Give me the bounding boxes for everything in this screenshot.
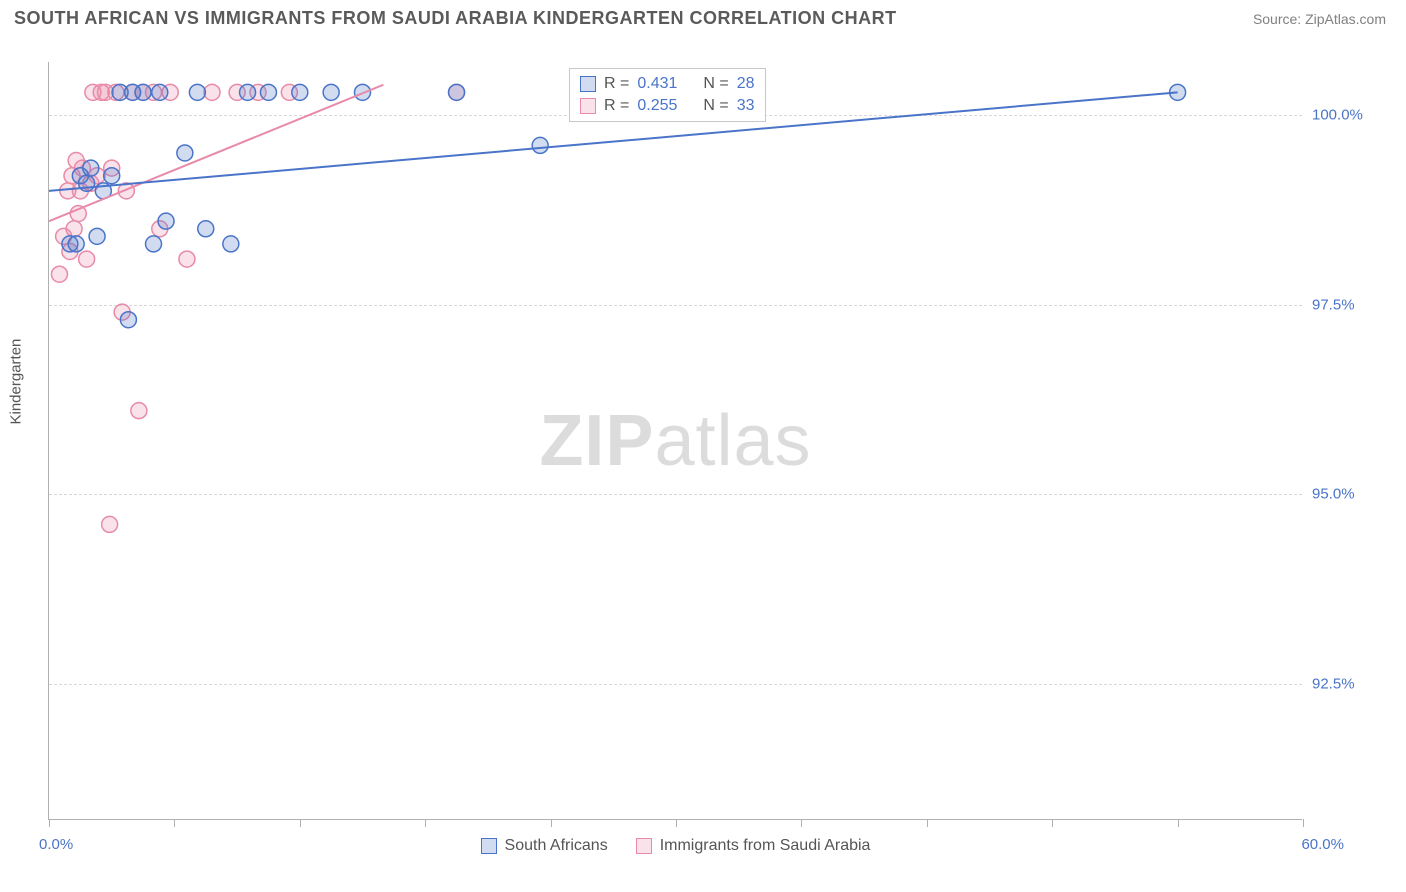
- chart-source: Source: ZipAtlas.com: [1253, 11, 1386, 27]
- data-point: [223, 236, 239, 252]
- x-tick: [174, 819, 175, 827]
- bottom-legend-label: Immigrants from Saudi Arabia: [660, 837, 871, 855]
- legend-stats-row: R = 0.431 N = 28: [580, 73, 755, 95]
- y-tick-label: 100.0%: [1312, 107, 1392, 124]
- legend-n-label: N =: [703, 75, 728, 93]
- legend-n-value: 28: [737, 75, 755, 93]
- y-tick-label: 92.5%: [1312, 675, 1392, 692]
- data-point: [449, 84, 465, 100]
- y-axis-title: Kindergarten: [8, 339, 25, 425]
- legend-r-value: 0.431: [637, 75, 677, 93]
- legend-r-label: R =: [604, 75, 629, 93]
- y-tick-label: 95.0%: [1312, 486, 1392, 503]
- data-point: [104, 168, 120, 184]
- legend-swatch: [481, 838, 497, 854]
- bottom-legend-label: South Africans: [505, 837, 608, 855]
- bottom-legend-item: Immigrants from Saudi Arabia: [636, 837, 871, 855]
- chart-title: SOUTH AFRICAN VS IMMIGRANTS FROM SAUDI A…: [14, 8, 897, 29]
- data-point: [323, 84, 339, 100]
- legend-swatch: [580, 98, 596, 114]
- x-tick: [49, 819, 50, 827]
- x-tick: [300, 819, 301, 827]
- chart-plot-area: ZIPatlas 100.0%97.5%95.0%92.5% 0.0% 60.0…: [48, 62, 1302, 820]
- regression-line: [49, 85, 383, 221]
- x-axis-max-label: 60.0%: [1301, 836, 1344, 853]
- data-point: [240, 84, 256, 100]
- data-point: [83, 160, 99, 176]
- data-point: [131, 403, 147, 419]
- x-tick: [551, 819, 552, 827]
- data-point: [66, 221, 82, 237]
- data-point: [260, 84, 276, 100]
- data-point: [179, 251, 195, 267]
- legend-stats-row: R = 0.255 N = 33: [580, 95, 755, 117]
- legend-swatch: [636, 838, 652, 854]
- data-point: [532, 137, 548, 153]
- data-point: [120, 312, 136, 328]
- chart-header: SOUTH AFRICAN VS IMMIGRANTS FROM SAUDI A…: [0, 0, 1406, 33]
- data-point: [204, 84, 220, 100]
- bottom-legend: South Africans Immigrants from Saudi Arab…: [49, 837, 1302, 855]
- data-point: [177, 145, 193, 161]
- x-tick: [425, 819, 426, 827]
- y-tick-label: 97.5%: [1312, 296, 1392, 313]
- data-point: [51, 266, 67, 282]
- data-point: [102, 516, 118, 532]
- data-point: [292, 84, 308, 100]
- data-point: [158, 213, 174, 229]
- data-point: [146, 236, 162, 252]
- data-point: [89, 228, 105, 244]
- legend-n-label: N =: [703, 97, 728, 115]
- x-tick: [1178, 819, 1179, 827]
- legend-n-value: 33: [737, 97, 755, 115]
- legend-stats-box: R = 0.431 N = 28 R = 0.255 N = 33: [569, 68, 766, 122]
- data-point: [198, 221, 214, 237]
- legend-r-label: R =: [604, 97, 629, 115]
- x-tick: [801, 819, 802, 827]
- data-point: [68, 236, 84, 252]
- legend-r-value: 0.255: [637, 97, 677, 115]
- data-point: [152, 84, 168, 100]
- data-point: [79, 251, 95, 267]
- x-tick: [927, 819, 928, 827]
- x-tick: [1052, 819, 1053, 827]
- data-point: [189, 84, 205, 100]
- x-tick: [1303, 819, 1304, 827]
- data-point: [135, 84, 151, 100]
- x-tick: [676, 819, 677, 827]
- bottom-legend-item: South Africans: [481, 837, 608, 855]
- plot-svg: [49, 62, 1302, 819]
- legend-swatch: [580, 76, 596, 92]
